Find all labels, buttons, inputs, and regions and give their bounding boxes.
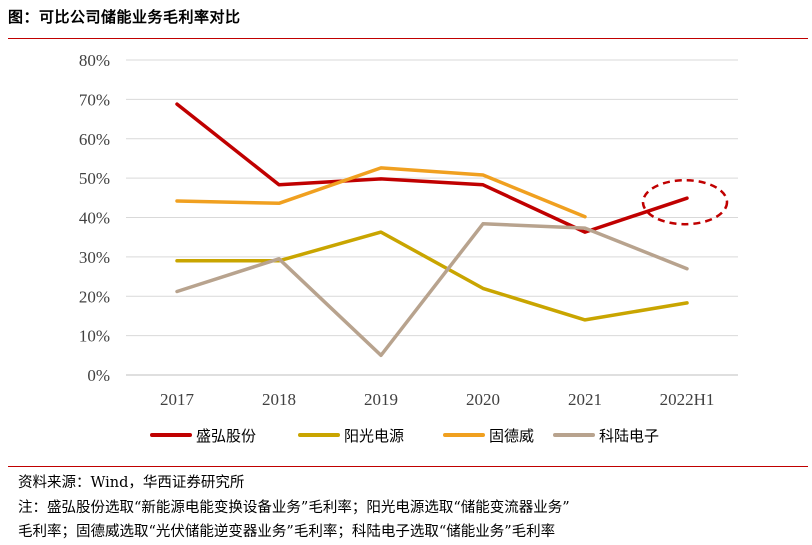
footnote-line-1: 注：盛弘股份选取“新能源电能变换设备业务”毛利率；阳光电源选取“储能变流器业务” — [18, 500, 570, 516]
annotation-layer — [641, 178, 729, 226]
x-tick-label: 2018 — [262, 390, 296, 409]
series-line-科陆电子 — [175, 222, 689, 358]
footer-divider — [8, 466, 808, 467]
x-tick-label: 2021 — [568, 390, 602, 409]
y-tick-label: 70% — [79, 90, 110, 109]
title-divider — [8, 38, 808, 39]
y-tick-label: 80% — [79, 51, 110, 70]
x-tick-label: 2020 — [466, 390, 500, 409]
chart-title: 图：可比公司储能业务毛利率对比 — [8, 8, 241, 26]
series-line-阳光电源 — [175, 230, 689, 322]
x-axis-ticks: 2017 2018 2019 2020 2021 2022H1 — [160, 390, 714, 409]
y-tick-label: 50% — [79, 169, 110, 188]
source-note: 资料来源：Wind，华西证券研究所 — [18, 475, 245, 491]
x-tick-label: 2017 — [160, 390, 195, 409]
footnote-line-2: 毛利率；固德威选取“光伏储能逆变器业务”毛利率；科陆电子选取“储能业务”毛利率 — [18, 524, 556, 540]
y-tick-label: 20% — [79, 287, 110, 306]
y-tick-label: 10% — [79, 327, 110, 346]
x-tick-label: 2022H1 — [660, 390, 715, 409]
x-tick-label: 2019 — [364, 390, 398, 409]
gridlines — [126, 59, 738, 376]
legend: 盛弘股份 阳光电源 固德威 科陆电子 — [150, 427, 659, 445]
series-lines — [175, 102, 689, 358]
y-tick-label: 0% — [87, 366, 110, 385]
legend-label-科陆电子: 科陆电子 — [599, 427, 659, 445]
y-tick-label: 40% — [79, 209, 110, 228]
y-axis-ticks: 0% 10% 20% 30% 40% 50% 60% 70% 80% — [79, 51, 110, 385]
y-tick-label: 60% — [79, 130, 110, 149]
y-tick-label: 30% — [79, 248, 110, 267]
chart-area: 0%10%20%30%40%50%60%70%80% 2017 2018 2019 2… — [79, 51, 738, 445]
highlight-ellipse — [641, 178, 729, 226]
series-line-盛弘股份 — [175, 102, 689, 234]
series-line-固德威 — [175, 166, 587, 219]
legend-label-阳光电源: 阳光电源 — [344, 427, 404, 445]
legend-label-盛弘股份: 盛弘股份 — [196, 427, 256, 445]
legend-label-固德威: 固德威 — [489, 427, 534, 445]
